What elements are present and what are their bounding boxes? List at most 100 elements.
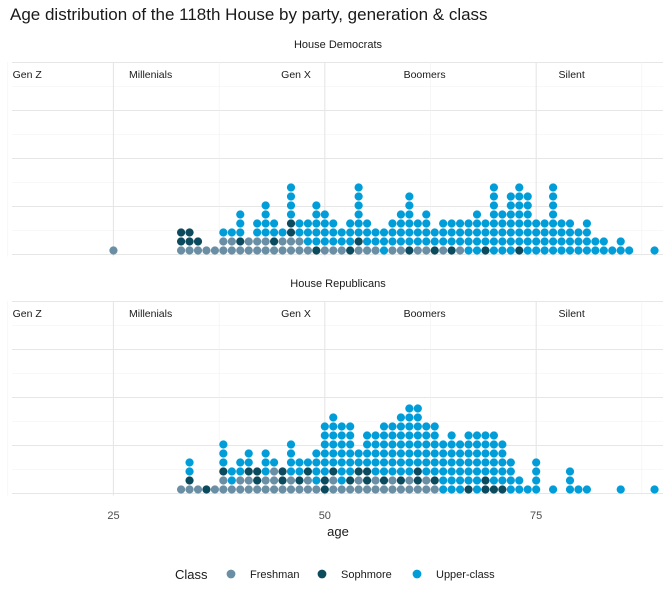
dot-upper-class (447, 467, 456, 476)
dot-freshman (269, 246, 279, 255)
dot-freshman (329, 246, 338, 255)
dot-sophmore (405, 246, 414, 255)
dot-upper-class (447, 431, 456, 440)
dot-upper-class (489, 210, 499, 219)
legend-label: Freshman (250, 569, 300, 581)
generation-label: Millenials (129, 308, 172, 320)
dot-sophmore (447, 246, 456, 255)
dot-freshman (388, 476, 397, 485)
dot-upper-class (515, 183, 524, 192)
dot-upper-class (346, 431, 355, 440)
dot-upper-class (346, 237, 355, 246)
dot-freshman (185, 485, 194, 494)
dot-upper-class (540, 228, 549, 237)
dot-upper-class (320, 228, 329, 237)
dot-upper-class (515, 201, 524, 210)
dot-upper-class (591, 246, 600, 255)
dot-upper-class (312, 201, 321, 210)
dot-upper-class (557, 219, 566, 228)
dot-upper-class (312, 458, 321, 467)
dot-upper-class (489, 219, 499, 228)
dot-upper-class (565, 237, 575, 246)
dot-upper-class (219, 458, 228, 467)
dot-upper-class (219, 228, 228, 237)
dot-freshman (176, 246, 186, 255)
dot-freshman (219, 485, 228, 494)
dot-upper-class (354, 210, 363, 219)
dot-freshman (303, 246, 313, 255)
dot-upper-class (447, 219, 456, 228)
dot-upper-class (489, 458, 499, 467)
dot-freshman (422, 485, 431, 494)
dot-upper-class (548, 210, 558, 219)
dot-upper-class (303, 219, 313, 228)
dot-upper-class (354, 183, 363, 192)
dot-upper-class (540, 237, 549, 246)
dot-upper-class (532, 228, 541, 237)
dot-upper-class (472, 219, 482, 228)
dot-upper-class (489, 431, 499, 440)
dot-upper-class (312, 210, 321, 219)
dot-upper-class (439, 237, 448, 246)
dot-upper-class (405, 458, 414, 467)
generation-label: Boomers (404, 308, 446, 320)
panel-strip-label: House Republicans (290, 278, 386, 290)
dot-upper-class (523, 228, 532, 237)
dot-sophmore (362, 467, 372, 476)
dot-upper-class (337, 458, 346, 467)
dot-upper-class (362, 440, 372, 449)
dot-upper-class (261, 458, 270, 467)
dot-upper-class (320, 449, 329, 458)
dot-upper-class (396, 440, 406, 449)
dot-upper-class (261, 219, 270, 228)
dot-upper-class (515, 192, 524, 201)
dot-upper-class (565, 467, 575, 476)
dot-sophmore (253, 476, 262, 485)
dot-upper-class (236, 467, 245, 476)
dot-upper-class (532, 476, 541, 485)
legend-key-upper-class (412, 569, 422, 579)
dot-upper-class (481, 458, 490, 467)
dot-sophmore (236, 237, 245, 246)
dot-upper-class (379, 422, 389, 431)
dot-upper-class (405, 422, 414, 431)
dot-freshman (295, 246, 304, 255)
dot-upper-class (506, 201, 515, 210)
dot-upper-class (574, 246, 583, 255)
dot-upper-class (430, 228, 439, 237)
dot-upper-class (295, 467, 304, 476)
dot-upper-class (312, 237, 321, 246)
dot-upper-class (447, 458, 456, 467)
dot-freshman (286, 246, 296, 255)
dot-freshman (295, 485, 304, 494)
dot-upper-class (346, 422, 355, 431)
dot-freshman (227, 246, 236, 255)
dot-upper-class (464, 237, 473, 246)
dot-upper-class (303, 228, 313, 237)
dot-freshman (422, 246, 431, 255)
generation-label: Gen X (281, 69, 311, 81)
dot-upper-class (565, 219, 575, 228)
dot-upper-class (286, 183, 296, 192)
dot-upper-class (362, 431, 372, 440)
dot-freshman (430, 485, 439, 494)
dot-upper-class (455, 237, 465, 246)
dot-upper-class (498, 476, 507, 485)
dot-upper-class (548, 201, 558, 210)
dot-upper-class (388, 422, 397, 431)
dot-upper-class (346, 440, 355, 449)
dot-sophmore (185, 237, 194, 246)
dot-upper-class (582, 228, 592, 237)
dot-upper-class (413, 440, 422, 449)
dot-sophmore (515, 246, 524, 255)
dot-upper-class (548, 219, 558, 228)
legend-title: Class (175, 567, 208, 582)
dot-upper-class (346, 458, 355, 467)
dot-upper-class (354, 458, 363, 467)
dot-upper-class (269, 219, 279, 228)
dot-upper-class (650, 485, 659, 494)
dot-marks (176, 404, 659, 494)
dot-sophmore (481, 485, 490, 494)
dot-freshman (413, 246, 422, 255)
